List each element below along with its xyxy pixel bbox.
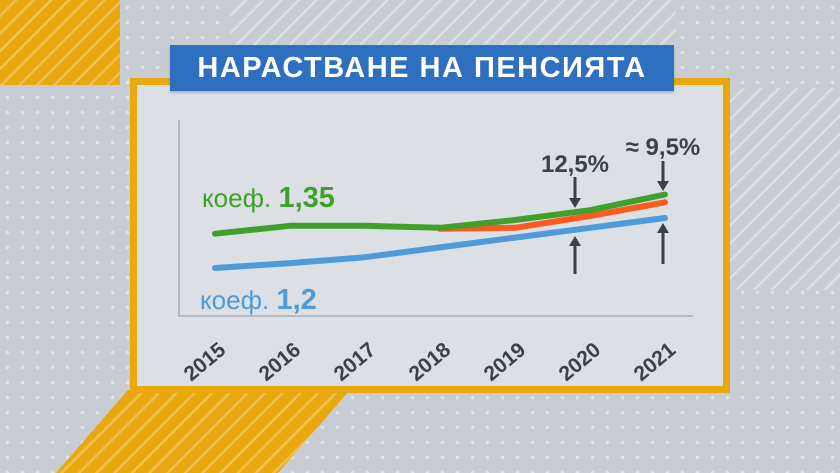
- pension-growth-line-chart: 2015 2016 2017 2018 2019 2020 2021 коеф. 1,35 ко…: [178, 120, 701, 386]
- title-banner: НАРАСТВАНЕ НА ПЕНСИЯТА: [170, 45, 674, 91]
- x-axis-year-label: 2018: [405, 338, 456, 386]
- annotation-arrowhead-down: [657, 181, 669, 191]
- annotation-arrowhead-down: [569, 198, 581, 208]
- axis-line: [178, 120, 693, 317]
- series-line-2: [212, 215, 668, 271]
- x-axis-year-label: 2021: [630, 338, 681, 386]
- x-axis-year-label: 2016: [255, 338, 306, 386]
- series-label-0: коеф. 1,35: [202, 182, 335, 214]
- series-label-1: коеф. 1,2: [200, 284, 317, 316]
- x-axis-year-label: 2017: [330, 338, 381, 386]
- x-axis-year-label: 2015: [180, 338, 231, 386]
- background-stripe-band-top: [230, 0, 676, 46]
- series-line-1: [437, 199, 668, 232]
- annotation-label: ≈ 9,5%: [626, 134, 701, 161]
- yellow-accent-band-right: [0, 0, 120, 85]
- background-stripe-band-right: [728, 88, 840, 290]
- x-axis-year-label: 2020: [555, 338, 606, 386]
- series-line-0: [212, 191, 668, 237]
- annotation-arrowhead-up: [569, 236, 581, 246]
- yellow-accent-ribbon-bottom: [56, 390, 350, 473]
- page-title: НАРАСТВАНЕ НА ПЕНСИЯТА: [197, 51, 647, 84]
- x-axis-year-label: 2019: [480, 338, 531, 386]
- annotation-label: 12,5%: [541, 151, 609, 178]
- annotation-arrowhead-up: [657, 223, 669, 233]
